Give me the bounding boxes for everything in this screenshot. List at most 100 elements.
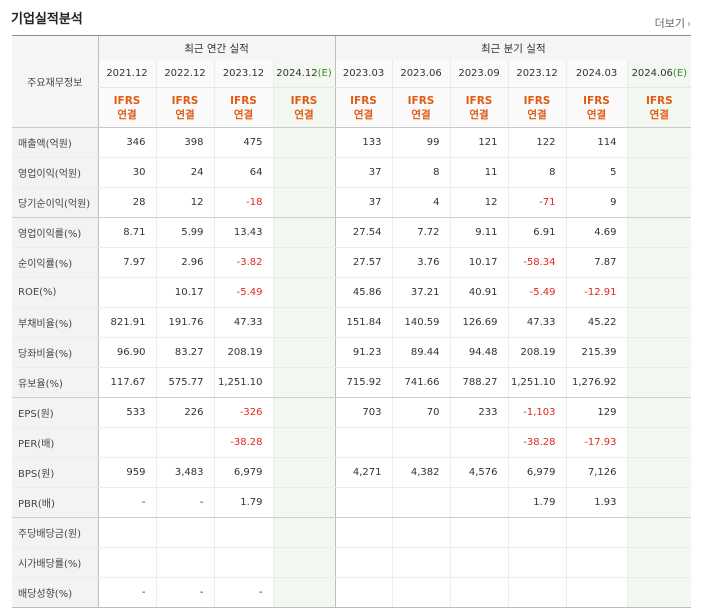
table-cell [272,457,336,488]
period-label: 2023.12 [516,68,558,79]
table-cell [626,247,692,278]
basis-consolidated: 연결 [469,108,489,121]
table-cell: 191.76 [155,307,214,338]
period-label: 2022.12 [164,68,206,79]
row-label: 배당성향(%) [12,577,98,608]
table-cell: 140.59 [391,307,451,338]
table-cell: 126.69 [449,307,509,338]
table-row: 당좌비율(%) 96.90 83.27 208.19 91.23 89.44 94.48 20… [12,337,692,368]
table-cell [97,547,156,578]
table-cell: 233 [449,397,509,428]
table-cell [626,127,692,158]
table-row: 주당배당금(원) [12,517,692,548]
table-cell: 27.54 [334,217,393,248]
table-cell: 9 [565,187,628,218]
table-row: 시가배당률(%) [12,547,692,578]
table-cell [272,427,336,458]
chevron-right-icon: › [687,19,691,30]
table-cell [626,367,692,398]
table-cell: 1.79 [213,487,273,518]
table-cell [626,337,692,368]
section-title: 기업실적분석 [11,12,83,27]
accounting-basis: IFRS 연결 [626,87,692,128]
table-cell: 151.84 [334,307,393,338]
table-cell [391,577,451,608]
table-cell: 96.90 [97,337,156,368]
table-cell: -38.28 [213,427,273,458]
table-cell: 5 [565,157,628,188]
table-cell: 11 [449,157,509,188]
table-cell: 37 [334,157,393,188]
period-header: 2021.12 [97,60,156,88]
table-row: PBR(배) - -1.79 1.79 1.93 [12,487,692,518]
table-cell: 129 [565,397,628,428]
more-label: 더보기 [654,17,685,30]
table-cell [213,517,273,548]
table-cell: 47.33 [213,307,273,338]
corner-header: 주요재무정보 [12,35,98,128]
period-label: 2021.12 [106,68,148,79]
table-cell [565,517,628,548]
table-cell [213,547,273,578]
table-cell: 91.23 [334,337,393,368]
table-cell: 4,576 [449,457,509,488]
table-cell: 64 [213,157,273,188]
table-cell: 24 [155,157,214,188]
table-cell: 6,979 [213,457,273,488]
table-cell [449,427,509,458]
period-label: 2024.03 [575,68,618,79]
basis-ifrs: IFRS [113,94,141,107]
table-cell [272,337,336,368]
period-header: 2023.12 [507,60,567,88]
period-header: 2024.12(E) [272,60,336,88]
table-row: 영업이익(억원) 30 24 64 37 8 11 8 5 [12,157,692,188]
more-link[interactable]: 더보기 › [655,15,691,31]
row-label: 주당배당금(원) [12,517,98,548]
table-cell: 533 [97,397,156,428]
table-cell [626,277,692,308]
table-cell: 7.87 [565,247,628,278]
table-cell: 703 [334,397,393,428]
estimate-mark: (E) [672,68,688,79]
basis-ifrs: IFRS [350,94,377,107]
table-cell [272,397,336,428]
table-cell: -5.49 [213,277,273,308]
accounting-basis: IFRS 연결 [507,87,567,128]
table-cell [334,577,393,608]
accounting-basis: IFRS 연결 [391,87,451,128]
table-cell: 89.44 [391,337,451,368]
table-cell [626,397,692,428]
table-cell: -17.93 [565,427,628,458]
table-cell [97,427,156,458]
table-cell: 9.11 [449,217,509,248]
table-row: 영업이익률(%) 8.71 5.99 13.43 27.54 7.72 9.11 6.91 4.… [12,217,692,248]
basis-ifrs: IFRS [523,94,551,107]
row-label: 부채비율(%) [12,307,98,338]
table-cell [565,577,628,608]
table-cell: 12 [155,187,214,218]
row-label: ROE(%) [12,277,98,308]
basis-consolidated: 연결 [527,108,547,121]
basis-consolidated: 연결 [294,108,314,121]
accounting-basis: IFRS 연결 [565,87,628,128]
table-cell: - [97,487,156,518]
annual-header: 최근 연간 실적 [97,35,336,60]
row-label: 영업이익률(%) [12,217,98,248]
table-cell: 8.71 [97,217,156,248]
table-cell [449,577,509,608]
table-cell [626,217,692,248]
table-row: 당기순이익(억원) 28 12 -18 37 4 12 -71 9 [12,187,692,218]
table-cell: 1,251.10 [213,367,273,398]
table-cell [507,517,567,548]
table-cell: 37 [334,187,393,218]
accounting-basis: IFRS 연결 [155,87,214,128]
period-label: 2024.12 [276,68,318,79]
period-label: 2023.09 [458,68,500,79]
table-cell [626,307,692,338]
table-row: PER(배) -38.28 -38.28 -17.93 [12,427,692,458]
row-label: PER(배) [12,427,98,458]
basis-consolidated: 연결 [233,108,254,121]
table-cell [626,547,692,578]
period-header: 2023.12 [213,60,273,88]
table-cell: 1,276.92 [565,367,628,398]
